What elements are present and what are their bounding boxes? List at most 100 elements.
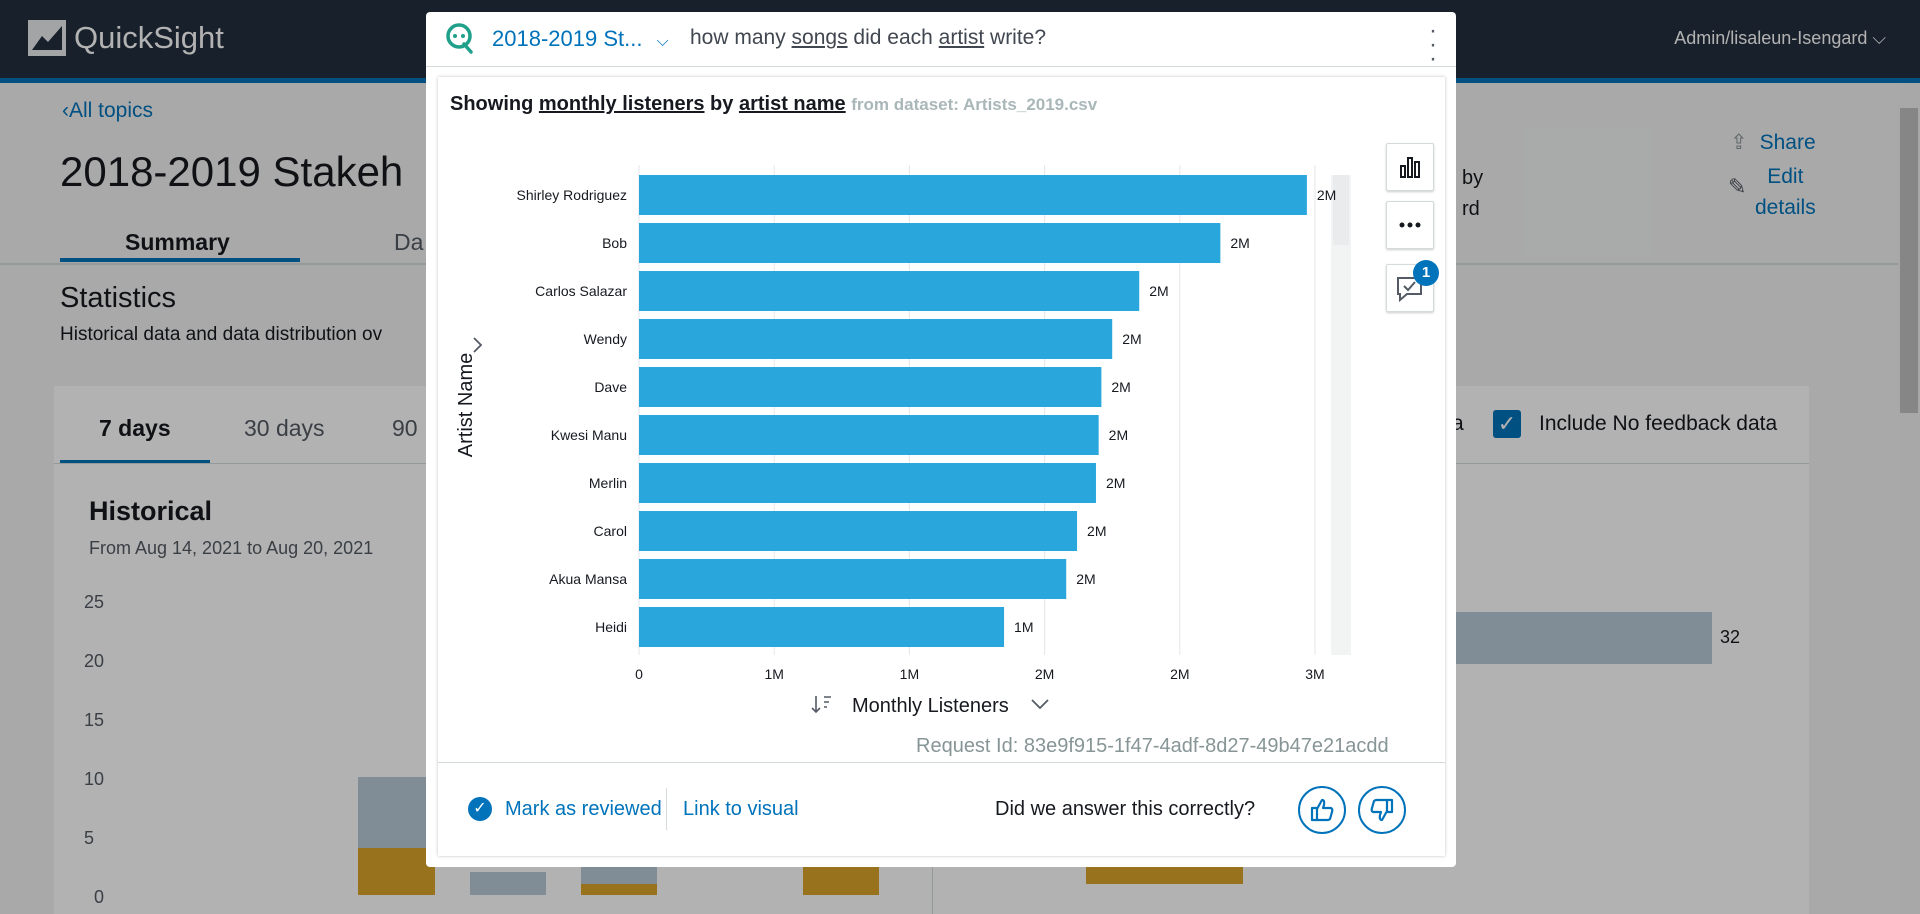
x-tick-label: 1M (764, 666, 783, 682)
y-tick-label: 15 (84, 710, 105, 730)
request-id: Request Id: 83e9f915-1f47-4adf-8d27-49b4… (916, 735, 1389, 757)
share-button[interactable]: ⇪ Share (1730, 130, 1816, 155)
bar (639, 511, 1078, 551)
thumbs-up-button[interactable] (1298, 786, 1346, 834)
include-no-feedback-checkbox[interactable]: ✓ (1493, 410, 1521, 438)
mark-as-reviewed-button[interactable]: Mark as reviewed (505, 798, 662, 820)
y-tick-label: 0 (94, 887, 105, 907)
bar-data-label: 2M (1317, 187, 1336, 203)
bar (639, 223, 1221, 263)
distribution-bar (1086, 866, 1243, 884)
dimension-field-link[interactable]: artist name (738, 93, 846, 115)
bar (639, 415, 1099, 455)
all-topics-label: All topics (69, 99, 154, 122)
owner-text-1: by (1462, 167, 1484, 189)
y-tick-label: 5 (84, 828, 95, 848)
category-label: Carol (594, 523, 627, 539)
edit-details-button[interactable]: Edit details (1755, 161, 1816, 223)
question-keyword-songs: songs (791, 26, 848, 49)
y-tick-label: 10 (84, 769, 105, 789)
y-axis-title: Artist Name (455, 353, 477, 457)
chart-heading: Showing monthly listeners by artist name… (450, 93, 1097, 116)
owner-text-2: rd (1462, 198, 1480, 220)
bar (639, 559, 1067, 599)
historical-bar (358, 848, 435, 895)
statistics-description: Historical data and data distribution ov (60, 324, 383, 345)
x-axis-title: Monthly Listeners (852, 695, 1009, 717)
category-label: Merlin (589, 475, 627, 491)
edit-details-label-1: Edit (1767, 165, 1804, 188)
bar (639, 271, 1140, 311)
tab-7-days[interactable]: 7 days (99, 415, 171, 441)
bar (639, 607, 1005, 647)
bar (639, 463, 1096, 503)
historical-bar (358, 777, 435, 848)
visual-type-button[interactable] (1386, 143, 1434, 191)
all-topics-link[interactable]: ‹All topics (62, 99, 153, 123)
share-icon: ⇪ (1730, 131, 1748, 154)
footer-divider (438, 762, 1445, 763)
question-divider (426, 66, 1456, 67)
page-scrollbar-thumb[interactable] (1900, 108, 1918, 413)
feedback-question: Did we answer this correctly? (995, 798, 1256, 820)
thumbs-down-icon (1370, 798, 1394, 822)
bar-data-label: 2M (1109, 427, 1128, 443)
page-title: 2018-2019 Stakeh (60, 148, 404, 195)
y-tick-label: 25 (84, 592, 105, 612)
checkmark-icon: ✓ (1497, 411, 1517, 436)
category-label: Bob (602, 235, 627, 251)
topic-name: 2018-2019 St... (492, 26, 643, 51)
quicksight-logo-icon[interactable] (28, 20, 66, 56)
topic-selector[interactable]: 2018-2019 St... ⌵ (492, 26, 669, 52)
bar-data-label: 2M (1122, 331, 1141, 347)
tab-30-days[interactable]: 30 days (244, 415, 325, 441)
bar-data-label: 2M (1230, 235, 1249, 251)
user-menu[interactable]: Admin/lisaleun-Isengard ⌵ (1674, 28, 1886, 48)
more-options-icon[interactable]: · · · (1429, 17, 1437, 72)
question-input[interactable]: how many songs did each artist write? (690, 26, 1046, 50)
x-tick-label: 0 (635, 666, 643, 682)
question-text: write? (984, 26, 1047, 49)
historical-bar (470, 872, 546, 895)
bar-data-label: 2M (1106, 475, 1125, 491)
owner-text: by rd (1462, 163, 1483, 225)
heading-showing: Showing (450, 93, 539, 115)
link-to-visual-button[interactable]: Link to visual (683, 798, 799, 820)
x-tick-label: 1M (900, 666, 919, 682)
more-actions-button[interactable] (1386, 201, 1434, 249)
distribution-bar (1415, 612, 1712, 664)
bar-data-label: 2M (1111, 379, 1130, 395)
chart-scrollbar-thumb (1333, 175, 1349, 245)
category-label: Heidi (595, 619, 627, 635)
share-label: Share (1759, 131, 1816, 154)
y-tick-label: 20 (84, 651, 105, 671)
chart-scrollbar (1331, 175, 1351, 655)
bar (639, 367, 1102, 407)
check-circle-icon[interactable]: ✓ (468, 797, 492, 821)
bar (639, 175, 1307, 215)
x-tick-label: 3M (1305, 666, 1324, 682)
category-label: Dave (594, 379, 627, 395)
category-label: Carlos Salazar (535, 283, 627, 299)
historical-title: Historical (89, 496, 213, 526)
category-label: Kwesi Manu (551, 427, 627, 443)
x-tick-label: 2M (1035, 666, 1054, 682)
heading-by: by (704, 93, 739, 115)
chevron-down-icon (1031, 699, 1049, 710)
tab-90-days[interactable]: 90 (392, 415, 418, 441)
thumbs-down-button[interactable] (1358, 786, 1406, 834)
x-tick-label: 2M (1170, 666, 1189, 682)
bar-data-label: 2M (1149, 283, 1168, 299)
bar-data-label: 1M (1014, 619, 1033, 635)
question-keyword-artist: artist (938, 26, 985, 49)
chevron-right-icon (473, 337, 483, 353)
tab-summary[interactable]: Summary (125, 229, 230, 255)
app-name[interactable]: QuickSight (74, 20, 224, 55)
pencil-icon[interactable]: ✎ (1728, 174, 1747, 199)
measure-field-link[interactable]: monthly listeners (538, 93, 705, 115)
tab-data[interactable]: Da (394, 229, 424, 255)
dataset-name: from dataset: Artists_2019.csv (851, 95, 1098, 114)
statistics-title: Statistics (60, 282, 177, 314)
bar-data-label: 2M (1076, 571, 1095, 587)
category-label: Shirley Rodriguez (517, 187, 628, 203)
